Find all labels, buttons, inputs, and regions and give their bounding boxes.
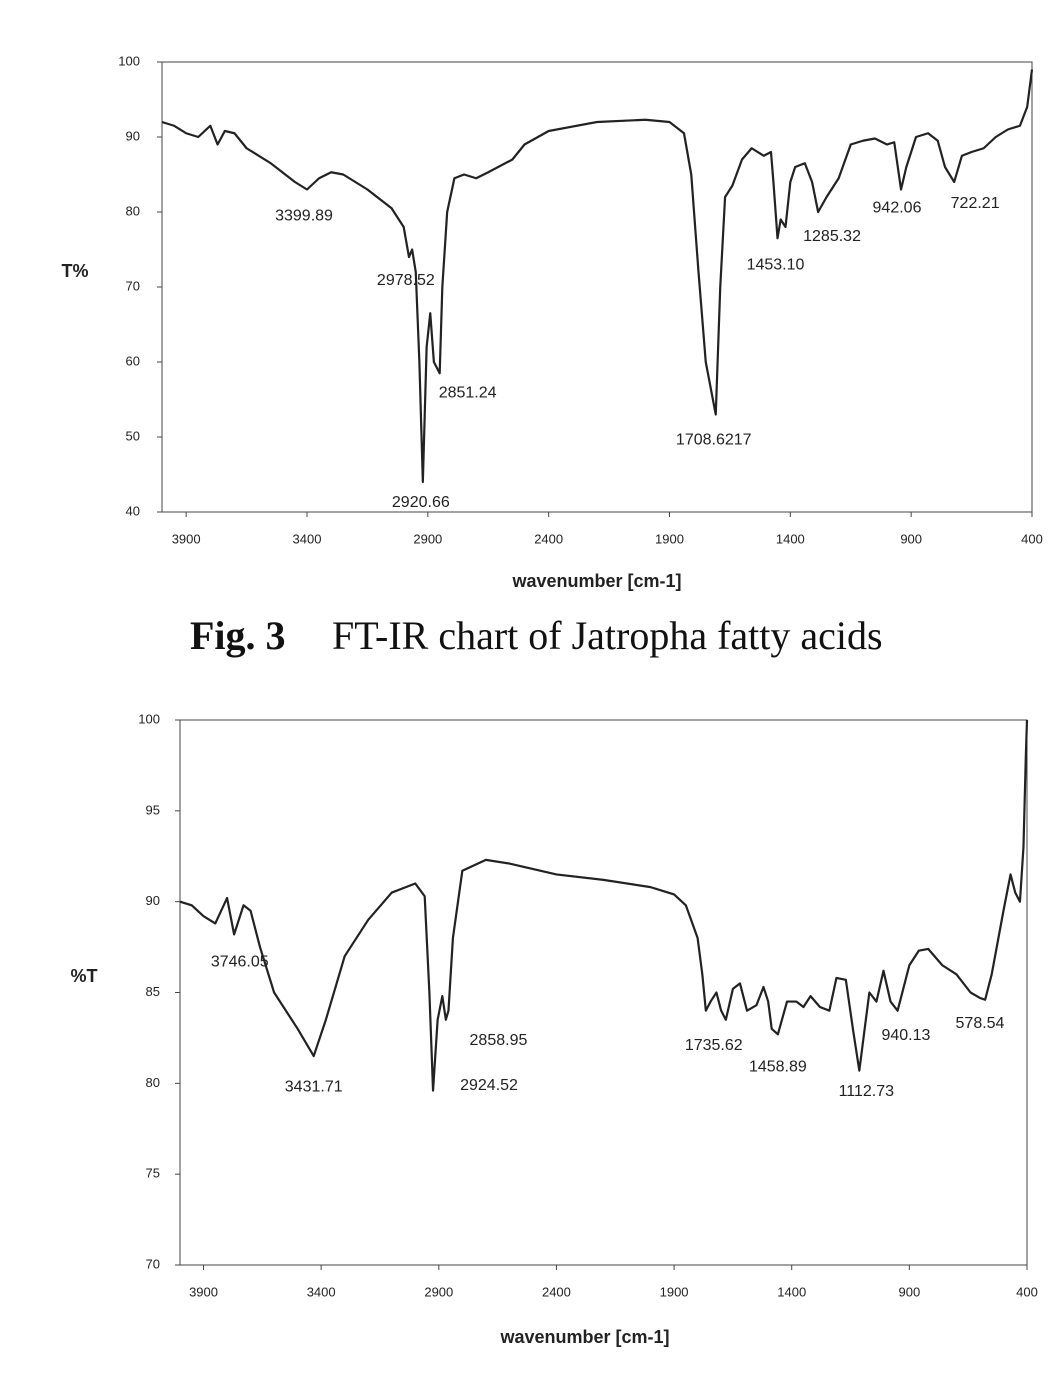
y-tick-label: 60 xyxy=(126,353,140,368)
peak-label: 1285.32 xyxy=(803,228,861,245)
x-tick-label: 1400 xyxy=(776,531,805,546)
peak-label: 722.21 xyxy=(951,195,1000,212)
y-tick-label: 40 xyxy=(126,503,140,518)
x-tick-label: 1400 xyxy=(777,1284,806,1299)
x-tick-label: 2400 xyxy=(534,531,563,546)
y-tick-label: 70 xyxy=(146,1256,160,1271)
peak-label: 1735.62 xyxy=(685,1037,743,1054)
peak-label: 2924.52 xyxy=(460,1077,518,1094)
x-tick-label: 3900 xyxy=(189,1284,218,1299)
x-tick-label: 2900 xyxy=(413,531,442,546)
x-tick-label: 3400 xyxy=(307,1284,336,1299)
x-axis-label: wavenumber [cm-1] xyxy=(499,1327,669,1347)
x-tick-label: 900 xyxy=(900,531,922,546)
caption-label: Fig. 3 xyxy=(190,613,286,658)
peak-label: 2978.52 xyxy=(377,272,435,289)
x-axis-label: wavenumber [cm-1] xyxy=(511,571,681,591)
peak-label: 942.06 xyxy=(873,200,922,217)
peak-label: 940.13 xyxy=(881,1027,930,1044)
y-tick-label: 50 xyxy=(126,428,140,443)
peak-label: 578.54 xyxy=(956,1015,1005,1032)
x-tick-label: 400 xyxy=(1021,531,1043,546)
x-tick-label: 1900 xyxy=(660,1284,689,1299)
peak-label: 1112.73 xyxy=(839,1083,895,1100)
x-tick-label: 2400 xyxy=(542,1284,571,1299)
x-tick-label: 3900 xyxy=(172,531,201,546)
peak-label: 2858.95 xyxy=(470,1032,528,1049)
peak-label: 3746.05 xyxy=(211,954,269,971)
x-tick-label: 2900 xyxy=(424,1284,453,1299)
y-tick-label: 70 xyxy=(126,278,140,293)
y-tick-label: 80 xyxy=(146,1075,160,1090)
x-tick-label: 3400 xyxy=(293,531,322,546)
y-tick-label: 100 xyxy=(118,53,140,68)
peak-label: 2851.24 xyxy=(439,384,497,401)
x-tick-label: 900 xyxy=(899,1284,921,1299)
plot-frame xyxy=(161,61,1033,513)
peak-label: 2920.66 xyxy=(392,494,450,511)
peak-label: 1708.6217 xyxy=(676,432,752,449)
peak-label: 1453.10 xyxy=(747,256,805,273)
y-tick-label: 90 xyxy=(126,128,140,143)
x-tick-label: 400 xyxy=(1016,1284,1038,1299)
x-tick-label: 1900 xyxy=(655,531,684,546)
y-tick-label: 75 xyxy=(146,1166,160,1181)
y-tick-label: 100 xyxy=(138,711,160,726)
y-tick-label: 85 xyxy=(146,984,160,999)
spectrum-line xyxy=(161,69,1034,484)
y-axis-label: T% xyxy=(62,261,89,281)
peak-label: 3431.71 xyxy=(285,1078,343,1095)
y-tick-label: 80 xyxy=(126,203,140,218)
y-axis-label: %T xyxy=(71,966,98,986)
y-tick-label: 90 xyxy=(146,893,160,908)
spectrum-line xyxy=(179,719,1029,1092)
peak-label: 1458.89 xyxy=(749,1059,807,1076)
caption-text: FT-IR chart of Jatropha fatty acids xyxy=(332,613,883,658)
plot-frame xyxy=(179,719,1028,1266)
y-tick-label: 95 xyxy=(146,802,160,817)
peak-label: 3399.89 xyxy=(275,208,333,225)
